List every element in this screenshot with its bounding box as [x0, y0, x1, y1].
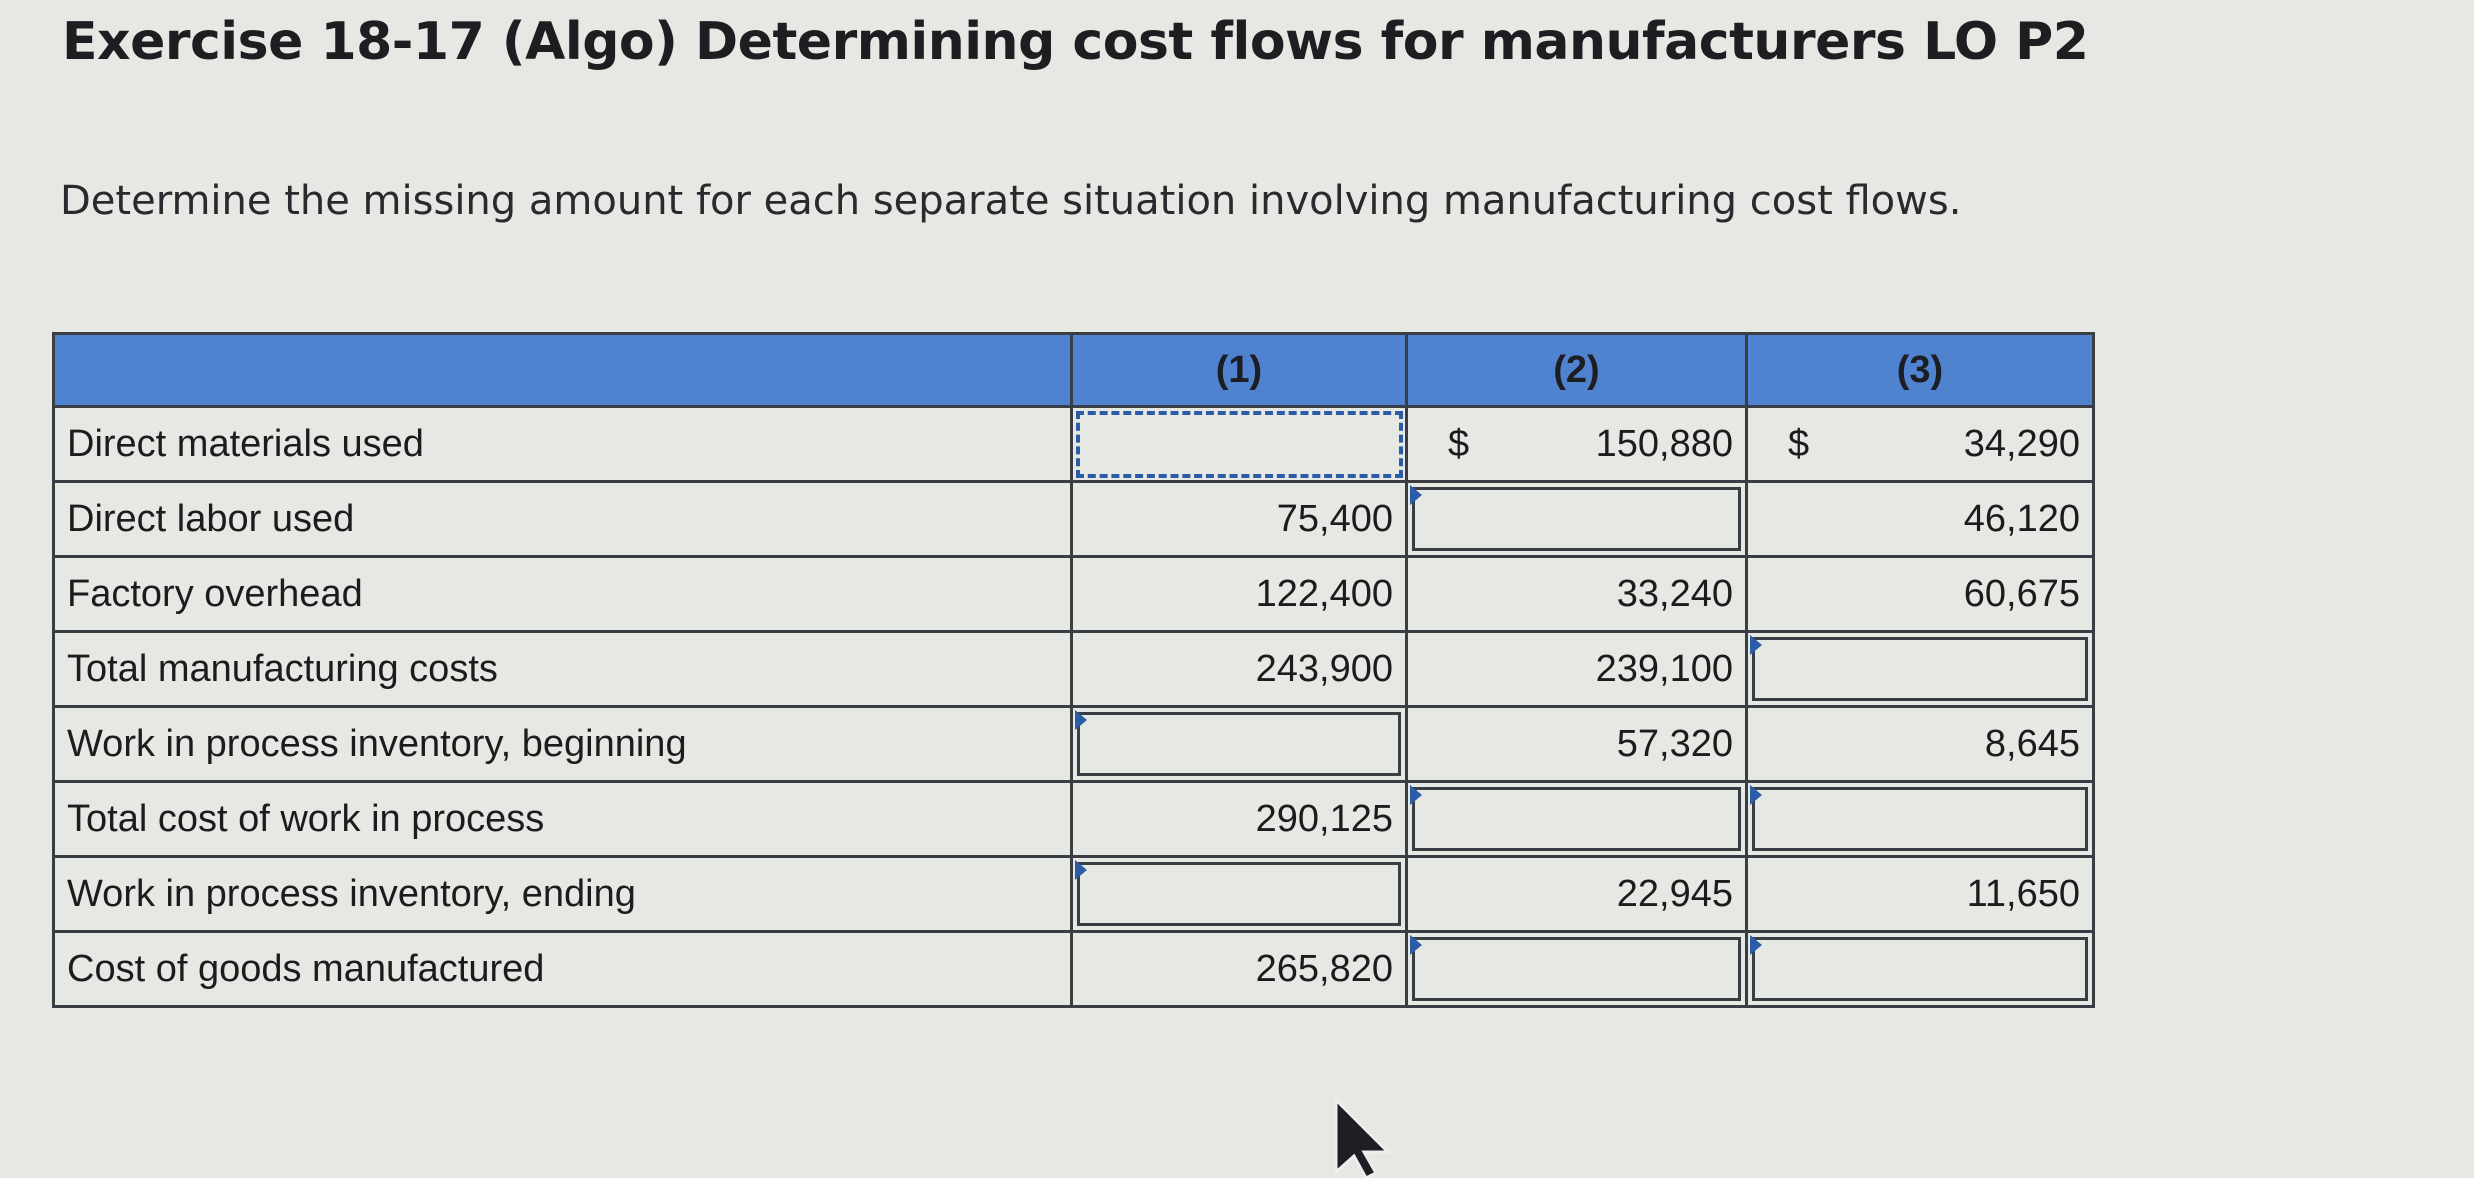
header-col-3: (3): [1745, 332, 2095, 408]
input-box[interactable]: [1077, 712, 1401, 776]
value-cell: $150,880: [1405, 405, 1748, 483]
table-row: Work in process inventory, beginning 57,…: [52, 705, 2095, 783]
input-marker-icon: [1750, 635, 1762, 655]
input-marker-icon: [1750, 785, 1762, 805]
input-marker-icon: [1750, 935, 1762, 955]
header-col-2: (2): [1405, 332, 1748, 408]
table-row: Total cost of work in process 290,125: [52, 780, 2095, 858]
table-row: Direct labor used 75,400 46,120: [52, 480, 2095, 558]
instructions-text: Determine the missing amount for each se…: [60, 178, 1962, 224]
value-cell: 243,900: [1070, 630, 1408, 708]
input-box[interactable]: [1412, 787, 1741, 851]
input-marker-icon: [1075, 710, 1087, 730]
answer-input-total-manufacturing-3[interactable]: [1745, 630, 2095, 708]
value-cell: 11,650: [1745, 855, 2095, 933]
value-cell: 75,400: [1070, 480, 1408, 558]
answer-input-total-wip-2[interactable]: [1405, 780, 1748, 858]
value-cell: 122,400: [1070, 555, 1408, 633]
value-cell: 290,125: [1070, 780, 1408, 858]
answer-input-direct-materials-1[interactable]: [1070, 405, 1408, 483]
value-cell: 57,320: [1405, 705, 1748, 783]
dollar-sign: $: [1448, 422, 1470, 465]
input-box[interactable]: [1077, 862, 1401, 926]
header-col-1: (1): [1070, 332, 1408, 408]
table-row: Factory overhead 122,400 33,240 60,675: [52, 555, 2095, 633]
value-cell: 22,945: [1405, 855, 1748, 933]
input-marker-icon: [1075, 860, 1087, 880]
row-label: Work in process inventory, ending: [52, 855, 1073, 933]
cell-value: 34,290: [1963, 422, 2080, 465]
input-marker-icon: [1410, 935, 1422, 955]
row-label: Cost of goods manufactured: [52, 930, 1073, 1008]
input-box[interactable]: [1412, 937, 1741, 1001]
value-cell: 46,120: [1745, 480, 2095, 558]
row-label: Total manufacturing costs: [52, 630, 1073, 708]
value-cell: 265,820: [1070, 930, 1408, 1008]
table-row: Work in process inventory, ending 22,945…: [52, 855, 2095, 933]
row-label: Work in process inventory, beginning: [52, 705, 1073, 783]
input-box[interactable]: [1752, 937, 2088, 1001]
input-box[interactable]: [1412, 487, 1741, 551]
answer-input-total-wip-3[interactable]: [1745, 780, 2095, 858]
answer-input-direct-labor-2[interactable]: [1405, 480, 1748, 558]
value-cell: 33,240: [1405, 555, 1748, 633]
answer-input-cogm-2[interactable]: [1405, 930, 1748, 1008]
header-label-col: [52, 332, 1073, 408]
input-box[interactable]: [1752, 787, 2088, 851]
table-row: Total manufacturing costs 243,900 239,10…: [52, 630, 2095, 708]
cost-flow-table: (1) (2) (3) Direct materials used $150,8…: [52, 332, 2095, 1008]
row-label: Factory overhead: [52, 555, 1073, 633]
table-row: Direct materials used $150,880 $34,290: [52, 405, 2095, 483]
mouse-pointer-icon: [1334, 1098, 1392, 1178]
value-cell: $34,290: [1745, 405, 2095, 483]
answer-input-wip-ending-1[interactable]: [1070, 855, 1408, 933]
row-label: Direct labor used: [52, 480, 1073, 558]
exercise-title: Exercise 18-17 (Algo) Determining cost f…: [62, 12, 2089, 72]
table-row: Cost of goods manufactured 265,820: [52, 930, 2095, 1008]
table-header-row: (1) (2) (3): [52, 332, 2095, 408]
value-cell: 8,645: [1745, 705, 2095, 783]
answer-input-wip-beginning-1[interactable]: [1070, 705, 1408, 783]
row-label: Total cost of work in process: [52, 780, 1073, 858]
value-cell: 239,100: [1405, 630, 1748, 708]
cell-value: 150,880: [1595, 422, 1733, 465]
value-cell: 60,675: [1745, 555, 2095, 633]
input-box[interactable]: [1752, 637, 2088, 701]
row-label: Direct materials used: [52, 405, 1073, 483]
answer-input-cogm-3[interactable]: [1745, 930, 2095, 1008]
input-marker-icon: [1410, 785, 1422, 805]
input-marker-icon: [1410, 485, 1422, 505]
dollar-sign: $: [1788, 422, 1810, 465]
